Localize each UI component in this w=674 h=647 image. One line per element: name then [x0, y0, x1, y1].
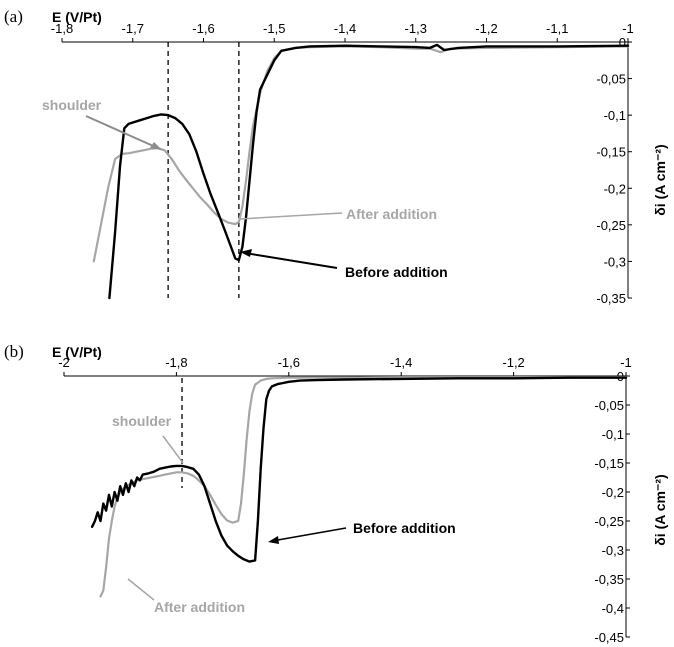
panel-b-shoulder-annotation: shoulder	[112, 413, 172, 429]
panel-a-shoulder-arrowhead	[150, 142, 162, 150]
panel-b-before-annotation: Before addition	[353, 520, 456, 536]
panel-a-x-tick-label: -1,4	[334, 21, 356, 36]
panel-a-after-annotation: After addition	[346, 206, 437, 222]
panel-a-x-tick-label: -1,7	[122, 21, 144, 36]
panel-a-x-tick-label: -1	[622, 21, 634, 36]
panel-a-y-tick-label: 0	[619, 35, 626, 50]
panel-a-x-tick-label: -1,6	[192, 21, 214, 36]
panel-a-x-tick-label: -1,3	[405, 21, 427, 36]
panel-a-before-arrowhead	[240, 249, 252, 257]
panel-a-y-tick-label: -0,1	[604, 108, 626, 123]
panel-b-series-before-addition	[90, 376, 628, 563]
panel-a-y-tick-label: -0,35	[596, 291, 626, 306]
panel-b: (b) E (V/Pt) -2 -1,8 -1,6 -1,4 -1,2 -1 0-0,05…	[4, 342, 668, 645]
panel-a-series-before-addition	[108, 43, 630, 300]
panel-b-before-arrowhead	[268, 536, 279, 544]
panel-a-dashed-lines	[167, 42, 240, 298]
panel-b-x-tick-label: -1,6	[278, 355, 300, 370]
panel-b-y-tick-label: -0,1	[602, 427, 624, 442]
panel-a-label: (a)	[4, 7, 23, 26]
panel-a-shoulder-arrow	[85, 115, 161, 150]
panel-a-y-tick-label: -0,2	[604, 181, 626, 196]
panel-b-y-axis-title: δi (A cm⁻²)	[652, 474, 668, 545]
panel-b-y-tick-label: -0,35	[594, 572, 624, 587]
panel-a-x-tick-label: -1,8	[51, 21, 73, 36]
panel-b-y-tick-label: -0,3	[602, 543, 624, 558]
panel-a-y-ticks: 0 -0,05 -0,1 -0,15 -0,2 -0,25 -0,3 -0,35	[596, 35, 632, 306]
panel-a-x-tick-label: -1,2	[475, 21, 497, 36]
panel-a-series	[92, 43, 630, 300]
panel-a-x-tick-label: -1,1	[546, 21, 568, 36]
panel-b-y-tick-label: -0,2	[602, 485, 624, 500]
panel-a-before-annotation: Before addition	[345, 264, 448, 280]
panel-a-y-tick-label: -0,15	[596, 145, 626, 160]
panel-a-x-ticks: -1,8 -1,7 -1,6 -1,5 -1,4 -1,3 -1,2 -1,1 -1	[51, 21, 634, 42]
panel-b-before-arrow	[271, 527, 347, 542]
panel-b-y-ticks: 0-0,05-0,1-0,15-0,2-0,25-0,3-0,35-0,4-0,…	[594, 369, 630, 645]
panel-b-series-after-addition	[99, 376, 628, 598]
panel-a-x-axis-title: E (V/Pt)	[52, 9, 102, 25]
panel-a-after-leader	[239, 212, 343, 220]
panel-b-x-ticks: -2 -1,8 -1,6 -1,4 -1,2 -1	[58, 355, 632, 376]
panel-b-x-axis-title: E (V/Pt)	[52, 344, 102, 360]
panel-b-y-tick-label: -0,15	[594, 456, 624, 471]
panel-a-before-arrow	[244, 252, 338, 269]
panel-a-series-after-addition	[92, 45, 630, 263]
panel-b-after-annotation: After addition	[154, 599, 245, 615]
panel-b-x-tick-label: -1,8	[165, 355, 187, 370]
panel-a-y-axis-title: δi (A cm⁻²)	[652, 144, 668, 215]
panel-b-x-tick-label: -1,2	[502, 355, 524, 370]
panel-b-series	[90, 376, 628, 598]
panel-b-x-tick-label: -2	[58, 355, 70, 370]
panel-b-y-tick-label: -0,4	[602, 601, 624, 616]
panel-b-x-tick-label: -1,4	[390, 355, 412, 370]
panel-a-shoulder-annotation: shoulder	[42, 97, 102, 113]
panel-b-label: (b)	[4, 342, 24, 361]
panel-a-y-tick-label: -0,25	[596, 218, 626, 233]
panel-b-y-tick-label: -0,45	[594, 630, 624, 645]
panel-b-y-tick-label: -0,05	[594, 398, 624, 413]
panel-b-shoulder-leader	[162, 435, 184, 464]
panel-b-y-tick-label: -0,25	[594, 514, 624, 529]
panel-b-x-tick-label: -1	[620, 355, 632, 370]
panel-a-y-tick-label: -0,05	[596, 72, 626, 87]
panel-a: (a) E (V/Pt) -1,8 -1,7 -1,6 -1,5 -1,4 -1,3 -1,…	[4, 7, 668, 306]
panel-a-y-tick-label: -0,3	[604, 254, 626, 269]
panel-b-after-leader	[127, 578, 155, 601]
panel-a-x-tick-label: -1,5	[263, 21, 285, 36]
